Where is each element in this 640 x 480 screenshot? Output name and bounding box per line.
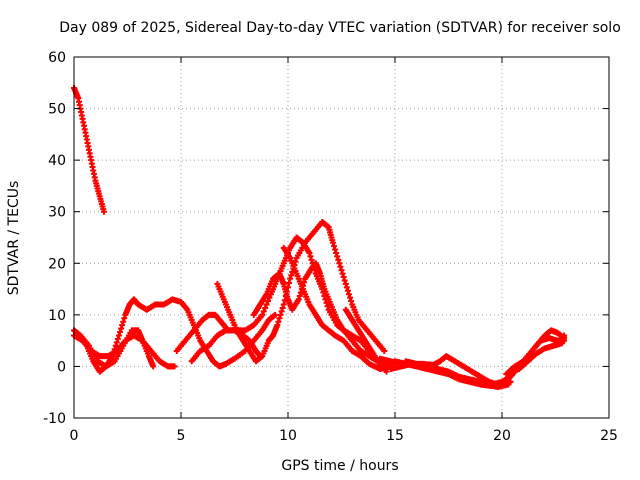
y-tick-label: 20	[48, 256, 66, 272]
data-point	[347, 294, 354, 301]
data-point	[265, 298, 272, 305]
data-point	[332, 246, 339, 253]
data-point	[262, 304, 269, 311]
data-point	[115, 332, 122, 339]
data-point	[338, 267, 345, 274]
grid-lines	[74, 57, 609, 418]
data-points	[71, 84, 568, 391]
series-s8	[250, 260, 390, 370]
data-point	[118, 325, 125, 332]
data-point	[272, 311, 279, 318]
data-point	[307, 253, 314, 260]
y-tick-label: 30	[48, 205, 66, 221]
data-point	[100, 208, 107, 215]
series-s10	[342, 306, 514, 390]
data-point	[112, 342, 119, 349]
data-point	[335, 256, 342, 263]
data-point	[113, 339, 120, 346]
data-point	[287, 275, 294, 282]
data-point	[286, 280, 293, 287]
data-point	[276, 315, 283, 322]
data-point	[259, 311, 266, 318]
data-point	[277, 311, 284, 318]
data-point	[260, 308, 267, 315]
data-point	[331, 243, 338, 250]
data-point	[150, 363, 157, 370]
series-s4	[77, 327, 157, 370]
data-point	[341, 277, 348, 284]
data-point	[334, 253, 341, 260]
data-point	[337, 263, 344, 270]
data-point	[343, 284, 350, 291]
data-point	[345, 291, 352, 298]
x-tick-label: 25	[600, 428, 618, 444]
data-point	[561, 332, 568, 339]
data-point	[274, 322, 281, 329]
y-tick-label: 40	[48, 153, 66, 169]
y-axis-label: SDTVAR / TECUs	[6, 181, 22, 296]
data-point	[295, 296, 302, 303]
y-tick-label: -10	[43, 411, 66, 427]
x-tick-label: 15	[386, 428, 404, 444]
data-point	[120, 318, 127, 325]
series-s9	[280, 244, 394, 373]
data-point	[263, 301, 270, 308]
x-axis-label: GPS time / hours	[281, 458, 398, 474]
series-s7	[214, 219, 388, 365]
data-point	[275, 318, 282, 325]
data-point	[279, 304, 286, 311]
data-point	[306, 249, 313, 256]
data-point	[280, 301, 287, 308]
ticks	[73, 56, 610, 419]
series-s16	[507, 332, 568, 375]
data-point	[308, 256, 315, 263]
x-tick-label: 0	[70, 428, 79, 444]
y-tick-label: 60	[48, 50, 66, 66]
data-point	[288, 272, 295, 279]
data-point	[329, 239, 336, 246]
data-point	[348, 298, 355, 305]
data-point	[339, 270, 346, 277]
y-tick-label: 0	[57, 359, 66, 375]
data-point	[344, 287, 351, 294]
data-point	[381, 347, 388, 354]
y-tick-label: 10	[48, 308, 66, 324]
series-s1	[71, 84, 107, 215]
data-point	[336, 260, 343, 267]
y-tick-label: 50	[48, 102, 66, 118]
data-point	[296, 292, 303, 299]
data-point	[119, 322, 126, 329]
chart-title: Day 089 of 2025, Sidereal Day-to-day VTE…	[59, 20, 621, 36]
data-point	[171, 363, 178, 370]
data-point	[114, 335, 121, 342]
data-point	[333, 249, 340, 256]
data-point	[342, 280, 349, 287]
data-point	[278, 308, 285, 315]
data-point	[340, 274, 347, 281]
x-tick-label: 20	[493, 428, 511, 444]
data-point	[121, 315, 128, 322]
x-tick-label: 10	[279, 428, 297, 444]
plot-frame	[73, 56, 610, 419]
x-tick-label: 5	[177, 428, 186, 444]
data-point	[117, 329, 124, 336]
